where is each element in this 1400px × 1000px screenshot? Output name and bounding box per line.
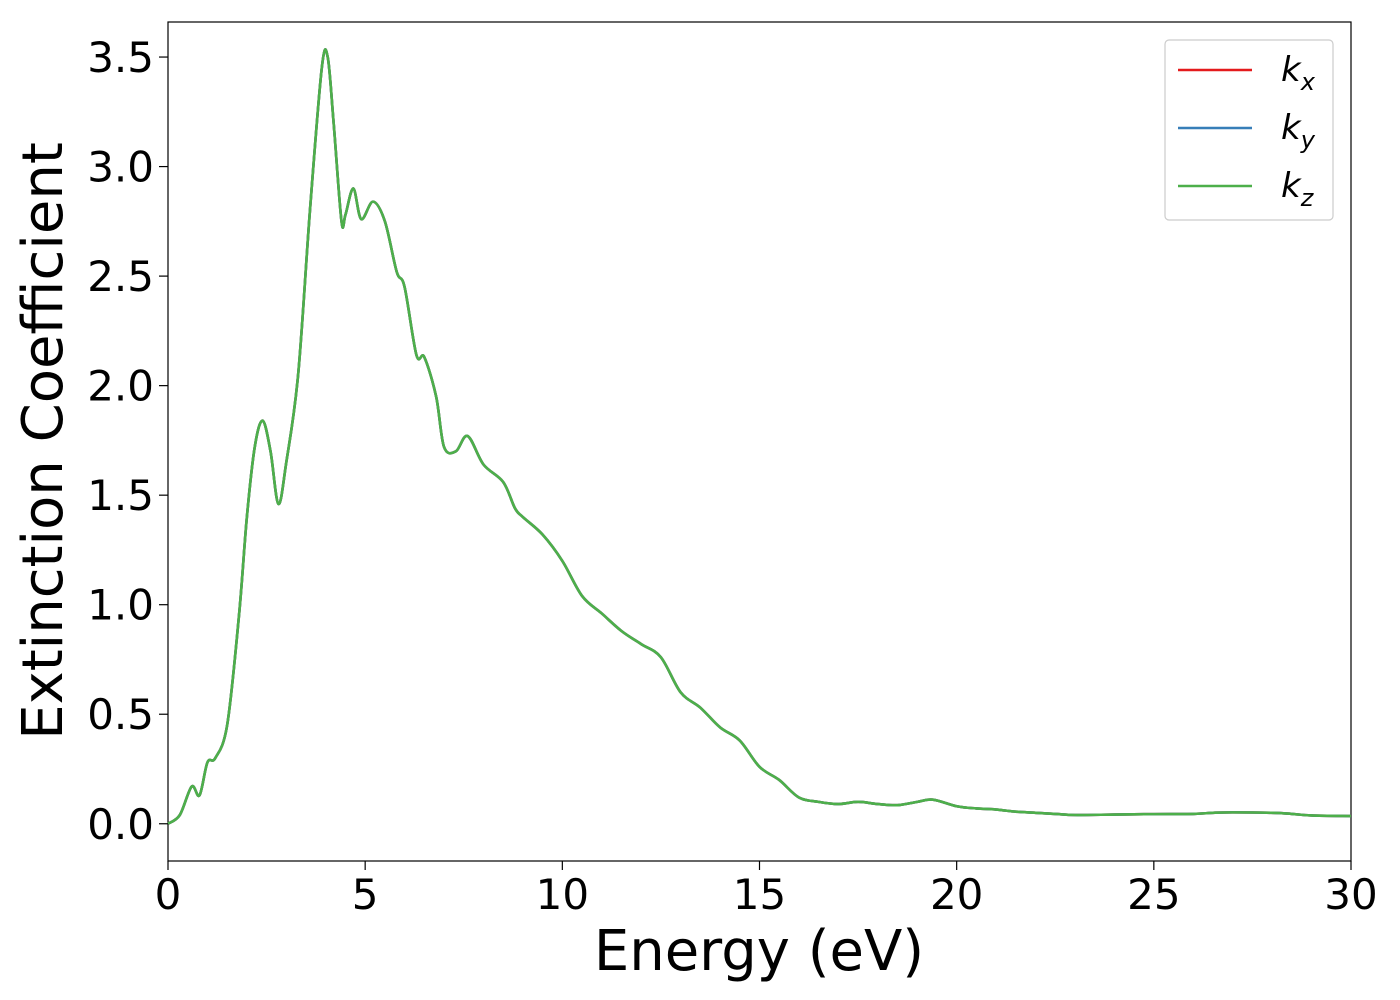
x-tick-label: 5 [352, 870, 379, 919]
legend-label-kx: kx [1281, 50, 1316, 96]
legend-frame [1164, 39, 1334, 221]
series-layer [167, 48, 1352, 825]
x-tick-label: 15 [733, 870, 786, 919]
legend-label-ky: ky [1281, 108, 1316, 154]
y-tick-label: 2.0 [87, 362, 154, 411]
y-axis-ticks: 0.0 0.5 1.0 1.5 2.0 2.5 3.0 3.5 [87, 33, 168, 849]
x-tick-label: 20 [930, 870, 983, 919]
x-tick-label: 30 [1324, 870, 1377, 919]
x-axis-ticks: 0 5 10 15 20 25 30 [155, 861, 1378, 919]
y-tick-label: 0.0 [87, 800, 154, 849]
y-tick-label: 1.5 [87, 471, 154, 520]
x-tick-label: 25 [1127, 870, 1180, 919]
y-tick-label: 0.5 [87, 690, 154, 739]
y-tick-label: 1.0 [87, 581, 154, 630]
x-tick-label: 10 [536, 870, 589, 919]
legend: kx ky kz [1164, 39, 1334, 221]
y-tick-label: 3.5 [87, 33, 154, 82]
legend-label-kz: kz [1281, 166, 1315, 212]
y-tick-label: 3.0 [87, 143, 154, 192]
x-tick-label: 0 [155, 870, 182, 919]
y-tick-label: 2.5 [87, 252, 154, 301]
x-axis-label: Energy (eV) [594, 919, 924, 984]
series-line-kz [167, 48, 1352, 825]
y-axis-label: Extinction Coefficient [11, 142, 76, 740]
